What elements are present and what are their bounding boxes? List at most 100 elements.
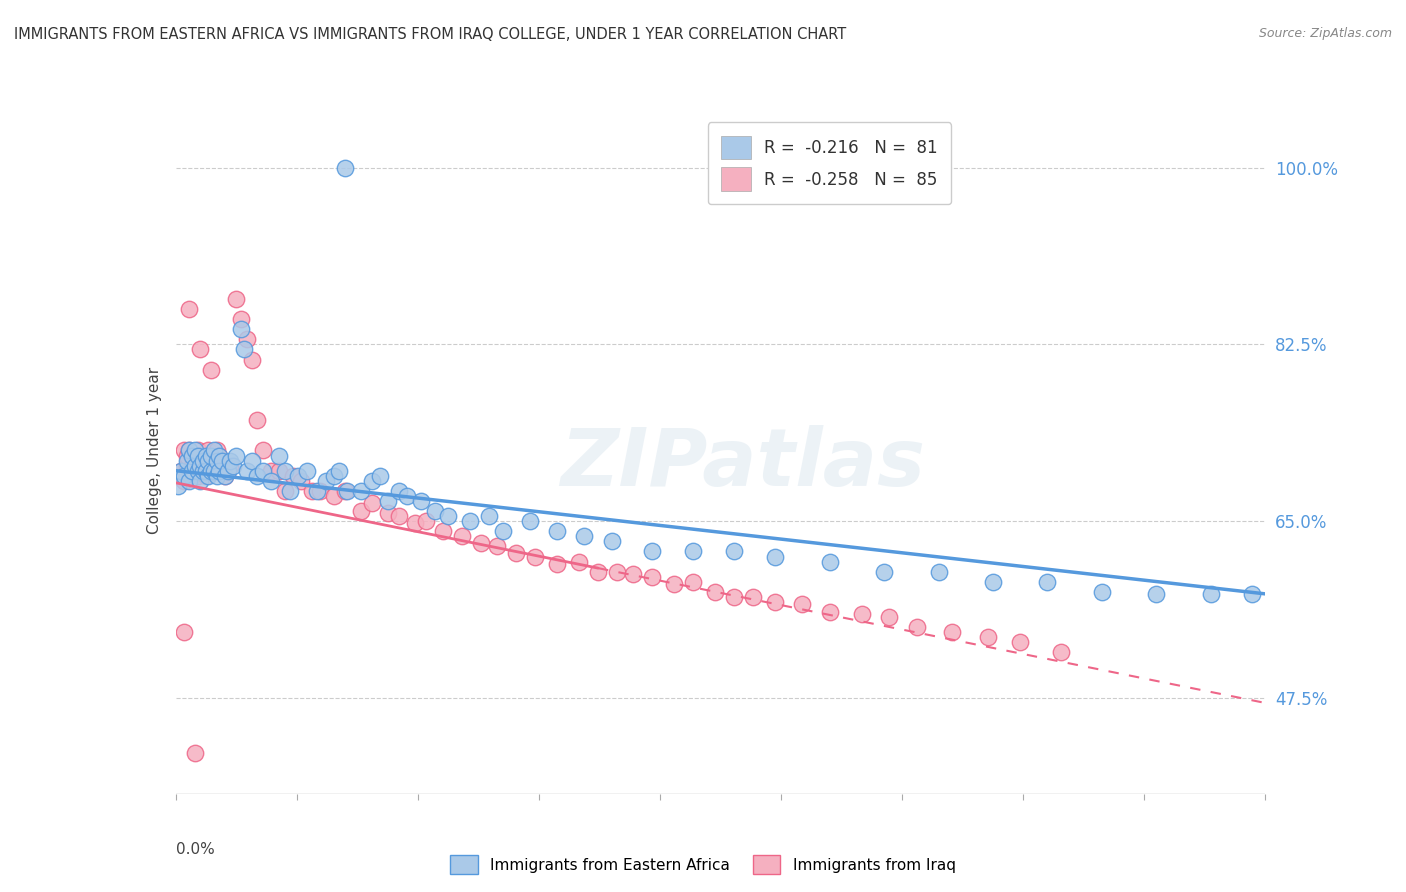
Point [232, 343, 254, 357]
Point [200, 464, 222, 478]
Point [641, 570, 664, 584]
Point [415, 514, 437, 528]
Point [179, 474, 201, 488]
Point [260, 464, 283, 478]
Point [202, 443, 225, 458]
Point [186, 468, 209, 483]
Point [405, 516, 427, 531]
Point [188, 343, 211, 357]
Point [200, 449, 222, 463]
Point [188, 474, 211, 488]
Point [176, 453, 198, 467]
Point [269, 449, 291, 463]
Point [176, 449, 198, 463]
Point [486, 540, 509, 554]
Point [170, 464, 193, 478]
Point [194, 464, 217, 478]
Point [208, 464, 231, 478]
Text: 0.0%: 0.0% [176, 842, 215, 857]
Point [217, 464, 239, 478]
Point [350, 483, 373, 498]
Point [184, 443, 207, 458]
Point [200, 464, 222, 478]
Point [205, 453, 228, 467]
Point [396, 489, 419, 503]
Point [574, 529, 596, 543]
Point [1240, 587, 1263, 601]
Point [704, 585, 727, 599]
Y-axis label: College, Under 1 year: College, Under 1 year [146, 367, 162, 534]
Point [492, 524, 515, 539]
Point [186, 449, 209, 463]
Point [818, 605, 841, 619]
Point [188, 453, 211, 467]
Point [170, 464, 193, 478]
Point [941, 625, 963, 640]
Point [333, 161, 356, 175]
Point [606, 565, 628, 579]
Point [450, 529, 472, 543]
Text: Source: ZipAtlas.com: Source: ZipAtlas.com [1258, 27, 1392, 40]
Point [260, 474, 283, 488]
Point [191, 453, 214, 467]
Point [1050, 645, 1073, 659]
Text: IMMIGRANTS FROM EASTERN AFRICA VS IMMIGRANTS FROM IRAQ COLLEGE, UNDER 1 YEAR COR: IMMIGRANTS FROM EASTERN AFRICA VS IMMIGR… [14, 27, 846, 42]
Point [181, 449, 204, 463]
Point [205, 464, 228, 478]
Point [290, 474, 312, 488]
Point [274, 483, 297, 498]
Point [222, 458, 245, 473]
Point [519, 514, 541, 528]
Point [225, 449, 247, 463]
Point [214, 468, 236, 483]
Point [186, 464, 209, 478]
Point [194, 468, 217, 483]
Point [682, 544, 704, 558]
Point [315, 474, 337, 488]
Point [179, 443, 201, 458]
Point [328, 464, 350, 478]
Point [377, 506, 399, 520]
Point [184, 458, 207, 473]
Point [546, 557, 568, 571]
Point [600, 534, 623, 549]
Point [191, 449, 214, 463]
Point [186, 443, 209, 458]
Text: ZIPatlas: ZIPatlas [560, 425, 925, 503]
Point [176, 458, 198, 473]
Point [322, 489, 344, 503]
Point [181, 449, 204, 463]
Point [219, 453, 242, 467]
Point [252, 443, 274, 458]
Point [333, 483, 356, 498]
Point [763, 595, 786, 609]
Point [905, 620, 928, 634]
Point [191, 464, 214, 478]
Point [377, 494, 399, 508]
Point [505, 546, 527, 561]
Point [287, 468, 309, 483]
Point [173, 474, 195, 488]
Point [211, 458, 233, 473]
Point [200, 453, 222, 467]
Point [173, 443, 195, 458]
Point [336, 483, 359, 498]
Point [1036, 574, 1059, 589]
Point [568, 555, 591, 569]
Point [197, 468, 219, 483]
Point [388, 483, 411, 498]
Point [1091, 585, 1114, 599]
Point [231, 322, 253, 336]
Point [181, 464, 204, 478]
Point [246, 468, 269, 483]
Point [179, 464, 201, 478]
Point [173, 625, 195, 640]
Point [682, 574, 704, 589]
Point [981, 574, 1004, 589]
Point [240, 453, 263, 467]
Point [167, 468, 190, 483]
Point [928, 565, 950, 579]
Point [1199, 587, 1222, 601]
Point [437, 509, 460, 524]
Point [235, 332, 257, 346]
